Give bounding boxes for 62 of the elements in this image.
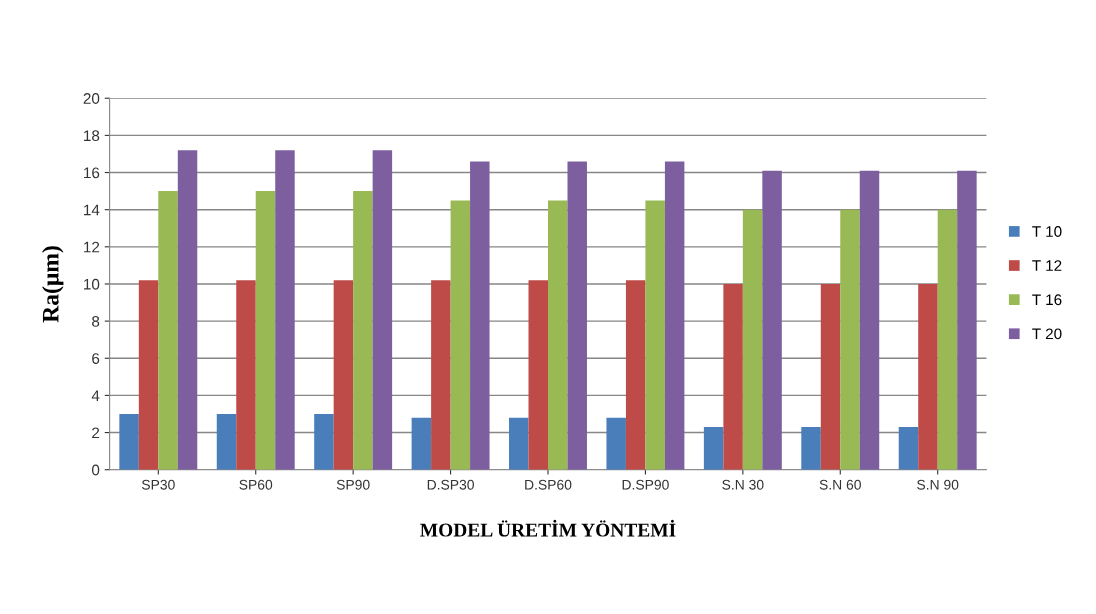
- bar: [937, 209, 958, 470]
- bar: [138, 280, 159, 470]
- legend-label: T 20: [1032, 328, 1062, 340]
- bar: [645, 200, 665, 470]
- bar: [216, 413, 237, 470]
- bar: [314, 413, 334, 470]
- bar: [742, 209, 763, 470]
- bar: [957, 170, 977, 470]
- bar: [548, 200, 568, 470]
- bar: [840, 209, 860, 470]
- x-tick-label: S.N 90: [917, 479, 959, 490]
- bar: [450, 200, 471, 470]
- y-tick-label: 16: [84, 167, 100, 179]
- bar: [528, 280, 548, 470]
- bar: [723, 283, 743, 470]
- bar: [411, 417, 432, 470]
- x-tick-label: SP90: [336, 479, 370, 490]
- x-tick-label: SP60: [239, 479, 273, 490]
- y-tick-label: 14: [84, 204, 100, 216]
- y-tick-label: 18: [84, 130, 100, 142]
- bar: [606, 417, 626, 470]
- bar: [664, 161, 685, 470]
- y-tick-label: 2: [92, 427, 100, 439]
- bar: [431, 280, 451, 470]
- bar: [567, 161, 587, 470]
- bar: [625, 280, 646, 470]
- bar: [333, 280, 354, 470]
- x-axis-title: MODEL ÜRETİM YÖNTEMİ: [420, 519, 676, 537]
- bar: [801, 426, 821, 470]
- y-tick-label: 12: [84, 241, 100, 253]
- bar: [703, 426, 724, 470]
- bar: [509, 417, 529, 470]
- x-tick-label: S.N 60: [819, 479, 861, 490]
- bar: [353, 191, 373, 470]
- y-tick-label: 6: [92, 353, 100, 364]
- bar: [236, 280, 256, 470]
- x-tick-label: D.SP90: [622, 479, 669, 490]
- y-axis-title: Ra(μm): [42, 246, 64, 323]
- bar: [820, 283, 841, 470]
- x-tick-label: SP30: [141, 479, 175, 490]
- y-tick-label: 8: [92, 315, 100, 327]
- bar: [372, 150, 393, 470]
- legend-label: T 12: [1032, 260, 1062, 271]
- y-tick-label: 20: [83, 93, 100, 104]
- y-tick-label: 4: [91, 390, 100, 401]
- bar: [275, 150, 295, 470]
- bar: [177, 150, 198, 470]
- bar: [762, 170, 782, 470]
- bar: [470, 161, 490, 470]
- x-tick-label: S.N 30: [722, 479, 764, 490]
- x-tick-label: D.SP60: [525, 479, 572, 490]
- y-tick-label: 10: [84, 278, 100, 290]
- x-tick-label: D.SP30: [427, 479, 474, 490]
- bar: [119, 413, 139, 470]
- legend-label: T 10: [1032, 226, 1062, 237]
- bar: [859, 170, 880, 470]
- bar: [918, 283, 938, 470]
- bar: [898, 426, 919, 470]
- bar: [255, 191, 276, 470]
- bar: [158, 191, 178, 470]
- legend-label: T 16: [1032, 294, 1062, 306]
- y-tick-label: 0: [91, 464, 100, 476]
